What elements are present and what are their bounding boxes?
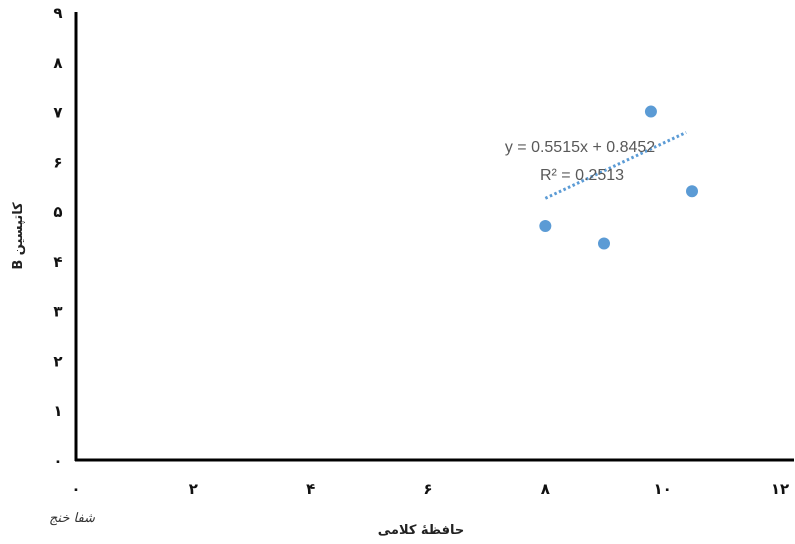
y-tick-label: ۵ bbox=[53, 203, 62, 221]
trendline-equation: y = 0.5515x + 0.8452 bbox=[505, 139, 655, 156]
data-point bbox=[539, 220, 552, 233]
y-tick-label: ۱ bbox=[53, 402, 62, 420]
x-tick-label: ۸ bbox=[541, 480, 550, 498]
x-tick-label: ۴ bbox=[306, 480, 315, 498]
x-tick-label: ۱۲ bbox=[771, 480, 789, 498]
data-points bbox=[539, 105, 698, 250]
x-tick-label: ۶ bbox=[423, 480, 432, 498]
axes bbox=[74, 12, 794, 462]
x-tick-label: ۰ bbox=[71, 480, 80, 498]
watermark-signature: شفا خنج bbox=[49, 511, 96, 526]
y-tick-label: ۳ bbox=[53, 303, 62, 321]
y-tick-label: ۶ bbox=[53, 153, 62, 171]
y-tick-label: ۸ bbox=[53, 54, 62, 72]
y-tick-label: ۴ bbox=[53, 253, 62, 271]
y-tick-labels: ۰ ۱ ۲ ۳ ۴ ۵ ۶ ۷ ۸ ۹ bbox=[53, 4, 62, 470]
y-axis-title: کاتپسین B bbox=[11, 202, 26, 270]
data-point bbox=[644, 105, 657, 118]
trendline bbox=[544, 131, 687, 200]
y-tick-label: ۹ bbox=[53, 4, 62, 22]
data-point bbox=[686, 185, 698, 198]
y-tick-label: ۰ bbox=[53, 452, 62, 470]
trendline-r-squared: R² = 0.2513 bbox=[540, 167, 624, 184]
x-tick-labels: ۰ ۲ ۴ ۶ ۸ ۱۰ ۱۲ bbox=[71, 480, 789, 498]
y-tick-label: ۷ bbox=[53, 104, 62, 122]
x-tick-label: ۲ bbox=[189, 480, 198, 498]
x-axis-title: حافظهٔ کلامی bbox=[378, 523, 464, 538]
data-point bbox=[598, 237, 610, 250]
trendline-group bbox=[544, 131, 687, 200]
y-tick-label: ۲ bbox=[53, 352, 62, 370]
x-tick-label: ۱۰ bbox=[654, 480, 672, 498]
